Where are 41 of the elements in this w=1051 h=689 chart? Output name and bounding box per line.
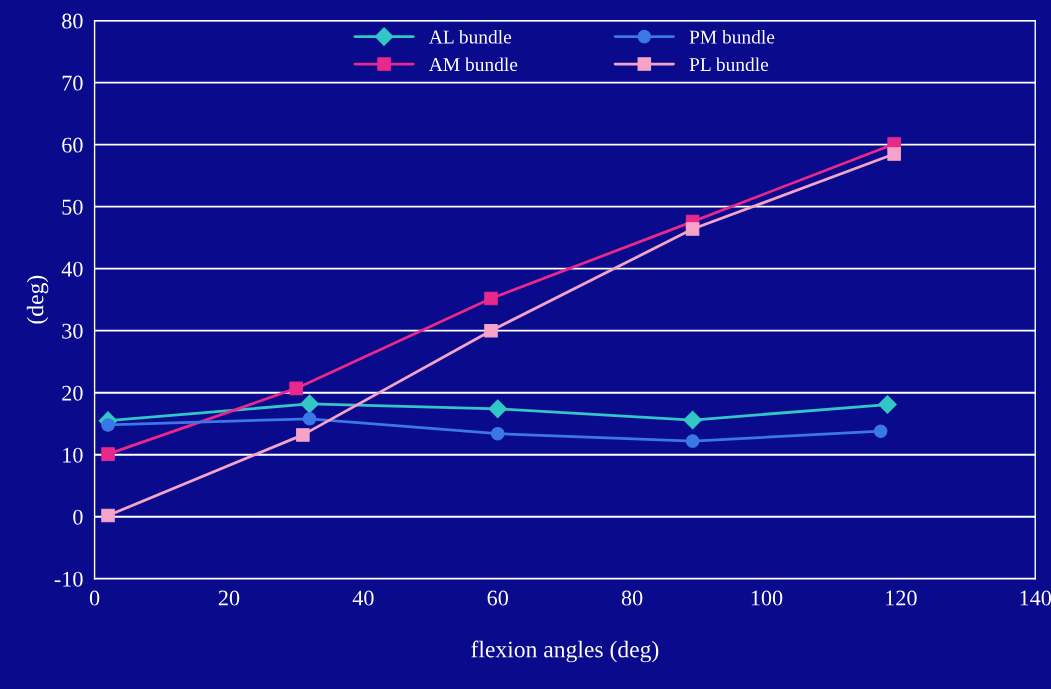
- y-tick-label: -10: [54, 571, 83, 587]
- y-tick-label: 10: [63, 447, 83, 463]
- y-tick-label: 40: [61, 261, 83, 277]
- point: [289, 381, 303, 396]
- point: [101, 447, 115, 461]
- y-tick-label: 30: [62, 323, 83, 339]
- x-tick-label: 20: [218, 590, 240, 606]
- point: [484, 291, 498, 306]
- legend-label: AL bundle: [428, 29, 512, 44]
- point: [296, 428, 310, 442]
- x-tick-label: 120: [886, 590, 917, 606]
- point: [101, 508, 115, 523]
- point: [685, 434, 700, 448]
- point: [101, 418, 115, 432]
- legend-label: PM bundle: [689, 29, 775, 44]
- point: [490, 426, 505, 441]
- x-tick-label: 40: [352, 590, 374, 606]
- x-tick-label: 0: [89, 590, 100, 606]
- y-tick-label: 20: [62, 385, 83, 401]
- y-tick-label: 0: [73, 509, 83, 525]
- point: [300, 394, 319, 414]
- y-tick-label: 70: [62, 75, 83, 91]
- point: [685, 222, 700, 236]
- point: [683, 410, 702, 430]
- y-tick-label: 60: [62, 137, 83, 153]
- x-tick-label: 100: [751, 590, 783, 606]
- point: [878, 395, 897, 414]
- x-tick-label: 60: [487, 590, 508, 606]
- legend-label: PL bundle: [689, 57, 769, 72]
- point: [873, 424, 888, 438]
- x-tick-label: 140: [1020, 590, 1051, 606]
- point: [887, 147, 901, 161]
- y-tick-label: 80: [62, 13, 83, 29]
- point: [302, 412, 317, 426]
- x-tick-label: 80: [621, 590, 643, 606]
- x-axis-title: flexion angles (deg): [471, 640, 659, 663]
- point: [488, 399, 508, 419]
- legend-label: AM bundle: [428, 57, 518, 72]
- y-tick-label: 50: [62, 199, 83, 215]
- point: [484, 323, 498, 338]
- y-axis-title: (deg): [26, 275, 49, 324]
